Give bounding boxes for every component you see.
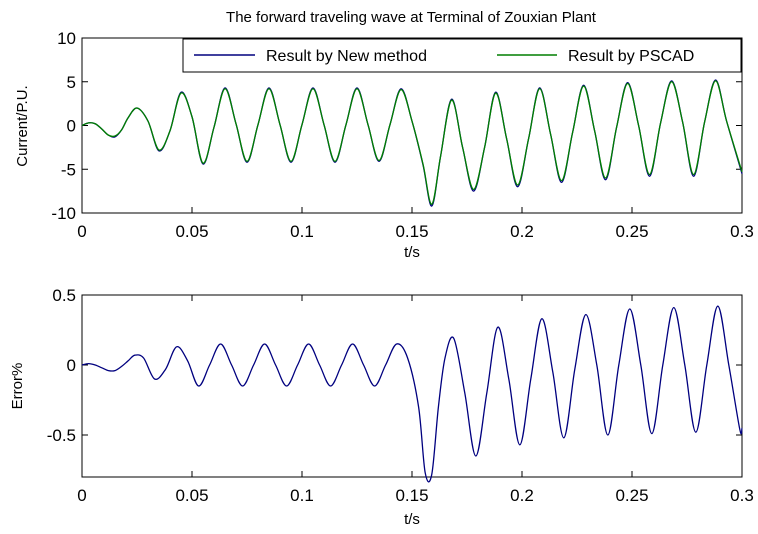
bottom-y-axis-label: Error%	[9, 363, 26, 410]
top-x-axis-label: t/s	[404, 244, 420, 261]
top-series-result-by-pscad	[81, 80, 743, 205]
top-tick-labels: 0 0.05 0.1 0.15 0.2 0.25 0.3 -10 -5 0 5 10	[51, 29, 753, 241]
bottom-ytick-label: 0.5	[52, 286, 76, 305]
bottom-xtick-label: 0.05	[175, 486, 208, 505]
top-ytick-label: 0	[67, 117, 76, 136]
bottom-tick-labels: 0 0.05 0.1 0.15 0.2 0.25 0.3 -0.5 0 0.5	[47, 286, 754, 505]
legend-label-pscad: Result by PSCAD	[568, 48, 694, 65]
top-xtick-label: 0.3	[730, 222, 754, 241]
top-ytick-label: -10	[51, 204, 76, 223]
bottom-xtick-label: 0	[77, 486, 86, 505]
top-xtick-label: 0	[77, 222, 86, 241]
top-xtick-label: 0.2	[510, 222, 534, 241]
bottom-xtick-label: 0.25	[615, 486, 648, 505]
bottom-x-axis-label: t/s	[404, 511, 420, 528]
bottom-ytick-label: 0	[67, 356, 76, 375]
bottom-plot-area	[81, 294, 743, 478]
bottom-ytick-label: -0.5	[47, 426, 76, 445]
bottom-ticks	[81, 294, 743, 477]
bottom-xtick-label: 0.1	[290, 486, 314, 505]
bottom-xtick-label: 0.3	[730, 486, 754, 505]
bottom-xtick-label: 0.15	[395, 486, 428, 505]
bottom-series	[81, 305, 743, 483]
top-xtick-label: 0.15	[395, 222, 428, 241]
top-chart: 0 0.05 0.1 0.15 0.2 0.25 0.3 -10 -5 0 5 10 t/s Curr…	[14, 29, 754, 261]
legend-label-new-method: Result by New method	[266, 48, 427, 65]
top-ytick-label: 10	[57, 29, 76, 48]
top-xtick-label: 0.25	[615, 222, 648, 241]
top-chart-title: The forward traveling wave at Terminal o…	[226, 9, 597, 26]
legend: Result by New method Result by PSCAD	[182, 38, 742, 73]
top-xtick-label: 0.05	[175, 222, 208, 241]
legend-box	[182, 38, 742, 73]
bottom-chart: 0 0.05 0.1 0.15 0.2 0.25 0.3 -0.5 0 0.5 t/s Error…	[9, 286, 754, 528]
bottom-xtick-label: 0.2	[510, 486, 534, 505]
top-series	[81, 79, 743, 207]
top-ytick-label: -5	[61, 160, 76, 179]
top-y-axis-label: Current/P.U.	[14, 85, 31, 166]
top-xtick-label: 0.1	[290, 222, 314, 241]
bottom-series-error-0	[81, 305, 743, 483]
top-ytick-label: 5	[67, 73, 76, 92]
